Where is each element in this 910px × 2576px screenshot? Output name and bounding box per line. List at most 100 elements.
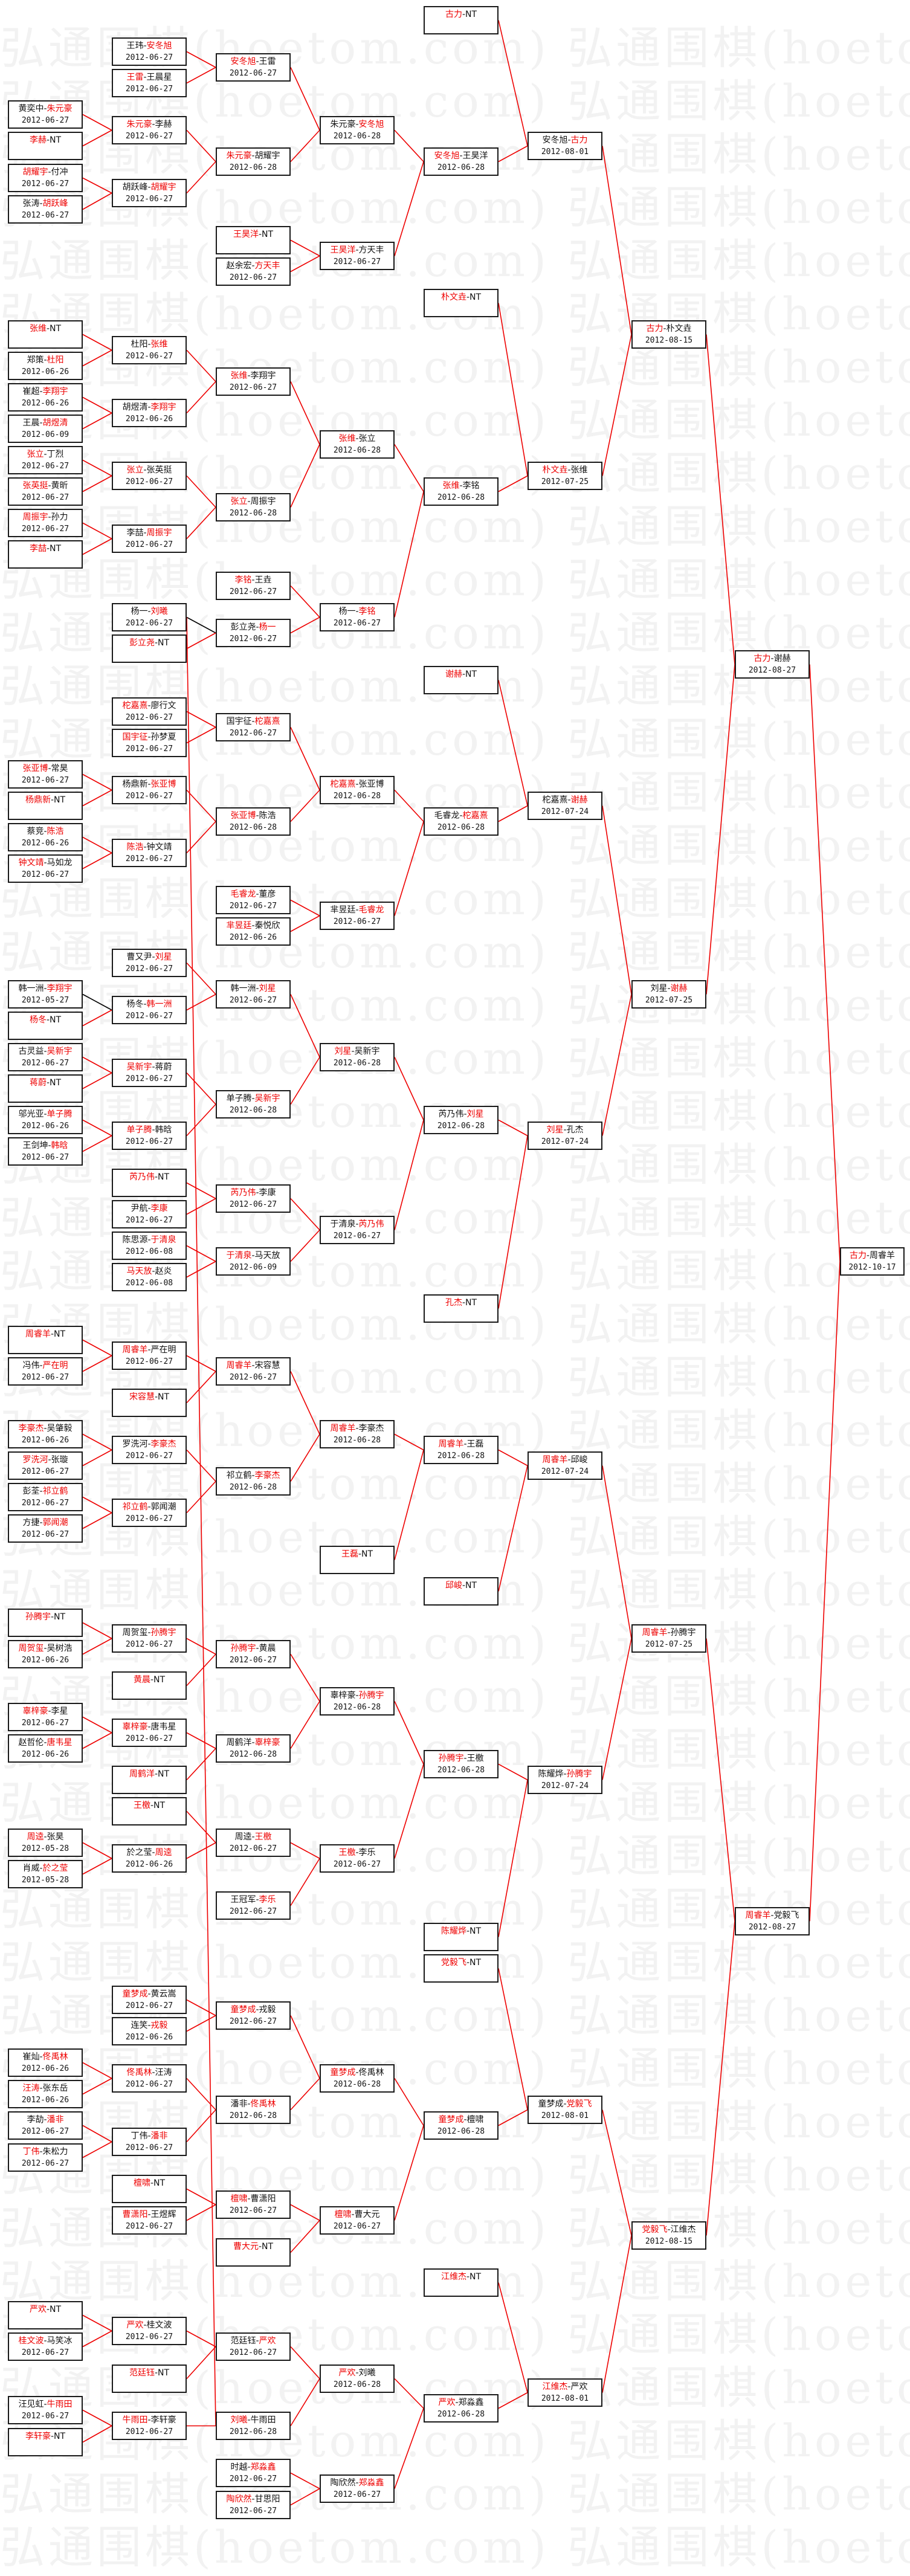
match-box[interactable]: 孔杰-NT <box>424 1294 499 1323</box>
match-box[interactable]: 毛睿龙-董彦 2012-06-27 <box>216 886 291 914</box>
match-box[interactable]: 芮乃伟-NT <box>112 1169 187 1197</box>
match-box[interactable]: 安冬旭-王雷 2012-06-27 <box>216 53 291 82</box>
match-box[interactable]: 周睿羊-孙腾宇 2012-07-25 <box>631 1624 706 1653</box>
match-box[interactable]: 刘星-谢赫 2012-07-25 <box>631 980 706 1009</box>
match-box[interactable]: 朴文垚-张维 2012-07-25 <box>528 462 602 490</box>
match-box[interactable]: 古力-朴文垚 2012-08-15 <box>631 320 706 349</box>
match-box[interactable]: 王雷-王晨星 2012-06-27 <box>112 69 187 97</box>
match-box[interactable]: 李豪杰-吴肇毅 2012-06-26 <box>8 1420 83 1448</box>
match-box[interactable]: 童梦成-戎毅 2012-06-27 <box>216 2001 291 2030</box>
match-box[interactable]: 童梦成-佟禹林 2012-06-28 <box>320 2064 395 2093</box>
match-box[interactable]: 单子腾-吴新宇 2012-06-28 <box>216 1090 291 1119</box>
match-box[interactable]: 范廷钰-严欢 2012-06-27 <box>216 2332 291 2361</box>
match-box[interactable]: 杨冬-韩一洲 2012-06-27 <box>112 996 187 1024</box>
match-box[interactable]: 周贺玺-吴树浩 2012-06-26 <box>8 1640 83 1668</box>
match-box[interactable]: 周睿羊-李豪杰 2012-06-28 <box>320 1420 395 1448</box>
match-box[interactable]: 罗洗河-李豪杰 2012-06-27 <box>112 1436 187 1464</box>
match-box[interactable]: 周鹤洋-辜梓豪 2012-06-28 <box>216 1734 291 1763</box>
match-box[interactable]: 王昊洋-NT <box>216 226 291 254</box>
match-box[interactable]: 韩一洲-刘星 2012-06-27 <box>216 980 291 1009</box>
match-box[interactable]: 牛雨田-李轩豪 2012-06-27 <box>112 2412 187 2440</box>
final-match-box[interactable]: 古力-周睿羊 2012-10-17 <box>840 1247 905 1276</box>
match-box[interactable]: 崔超-李翔宇 2012-06-26 <box>8 383 83 412</box>
match-box[interactable]: 严欢-郑淼鑫 2012-06-28 <box>424 2394 499 2423</box>
match-box[interactable]: 刘曦-牛雨田 2012-06-28 <box>216 2412 291 2440</box>
match-box[interactable]: 陶欣然-郑淼鑫 2012-06-27 <box>320 2474 395 2503</box>
match-box[interactable]: 李喆-周振宇 2012-06-27 <box>112 525 187 553</box>
match-box[interactable]: 祁立鹤-李豪杰 2012-06-28 <box>216 1467 291 1496</box>
match-box[interactable]: 丁伟-朱松力 2012-06-27 <box>8 2143 83 2172</box>
match-box[interactable]: 李劼-潘非 2012-06-27 <box>8 2111 83 2140</box>
match-box[interactable]: 辜梓豪-李星 2012-06-27 <box>8 1703 83 1731</box>
match-box[interactable]: 陈思源-于清泉 2012-06-08 <box>112 1232 187 1260</box>
match-box[interactable]: 丁伟-潘非 2012-06-27 <box>112 2128 187 2156</box>
match-box[interactable]: 黄奕中-朱元豪 2012-06-27 <box>8 100 83 129</box>
match-box[interactable]: 杨冬-NT <box>8 1012 83 1040</box>
match-box[interactable]: 辜梓豪-唐韦星 2012-06-27 <box>112 1719 187 1747</box>
match-box[interactable]: 张维-NT <box>8 320 83 349</box>
match-box[interactable]: 毛睿龙-柁嘉熹 2012-06-28 <box>424 807 499 836</box>
match-box[interactable]: 周睿羊-NT <box>8 1326 83 1354</box>
match-box[interactable]: 陶欣然-甘思阳 2012-06-27 <box>216 2491 291 2519</box>
match-box[interactable]: 彭立尧-NT <box>112 634 187 663</box>
match-box[interactable]: 罗洗河-张璇 2012-06-27 <box>8 1451 83 1480</box>
match-box[interactable]: 王磊-NT <box>320 1546 395 1574</box>
match-box[interactable]: 陈耀烨-NT <box>424 1923 499 1951</box>
match-box[interactable]: 国宇征-孙梦夏 2012-06-27 <box>112 729 187 757</box>
match-box[interactable]: 时越-郑淼鑫 2012-06-27 <box>216 2459 291 2487</box>
match-box[interactable]: 芮乃伟-李康 2012-06-27 <box>216 1184 291 1213</box>
match-box[interactable]: 桂文波-马笑冰 2012-06-27 <box>8 2332 83 2361</box>
match-box[interactable]: 张立-丁烈 2012-06-27 <box>8 446 83 474</box>
match-box[interactable]: 韩一洲-李翔宇 2012-05-27 <box>8 980 83 1009</box>
match-box[interactable]: 崔灿-佟禹林 2012-06-26 <box>8 2048 83 2077</box>
match-box[interactable]: 曹潇阳-王煜辉 2012-06-27 <box>112 2206 187 2235</box>
match-box[interactable]: 古力-NT <box>424 6 499 34</box>
match-box[interactable]: 王檄-李乐 2012-06-27 <box>320 1844 395 1873</box>
match-box[interactable]: 彭立尧-杨一 2012-06-27 <box>216 619 291 647</box>
match-box[interactable]: 李喆-NT <box>8 540 83 569</box>
match-box[interactable]: 王冠军-李乐 2012-06-27 <box>216 1891 291 1920</box>
match-box[interactable]: 芮乃伟-刘星 2012-06-28 <box>424 1106 499 1134</box>
match-box[interactable]: 芈昱廷-毛睿龙 2012-06-27 <box>320 902 395 930</box>
match-box[interactable]: 童梦成-党毅飞 2012-08-01 <box>528 2096 602 2124</box>
match-box[interactable]: 张英挺-黄昕 2012-06-27 <box>8 477 83 506</box>
match-box[interactable]: 杨一-李铭 2012-06-27 <box>320 603 395 631</box>
match-box[interactable]: 杜阳-张维 2012-06-27 <box>112 336 187 364</box>
match-box[interactable]: 周鹤洋-NT <box>112 1766 187 1794</box>
match-box[interactable]: 古力-谢赫 2012-08-27 <box>735 650 810 679</box>
match-box[interactable]: 于清泉-马天放 2012-06-09 <box>216 1247 291 1276</box>
match-box[interactable]: 党毅飞-江维杰 2012-08-15 <box>631 2221 706 2250</box>
match-box[interactable]: 朱元豪-胡耀宇 2012-06-28 <box>216 147 291 176</box>
match-box[interactable]: 严欢-NT <box>8 2301 83 2329</box>
match-box[interactable]: 严欢-桂文波 2012-06-27 <box>112 2317 187 2345</box>
match-box[interactable]: 江维杰-NT <box>424 2268 499 2297</box>
match-box[interactable]: 李赫-NT <box>8 132 83 160</box>
match-box[interactable]: 刘星-孔杰 2012-07-24 <box>528 1122 602 1150</box>
match-box[interactable]: 郑策-杜阳 2012-06-26 <box>8 352 83 380</box>
match-box[interactable]: 朱元豪-安冬旭 2012-06-28 <box>320 116 395 144</box>
match-box[interactable]: 杨一-刘曦 2012-06-27 <box>112 603 187 631</box>
match-box[interactable]: 范廷钰-NT <box>112 2365 187 2393</box>
match-box[interactable]: 蔡竞-陈浩 2012-06-26 <box>8 823 83 851</box>
match-box[interactable]: 黄晨-NT <box>112 1671 187 1700</box>
match-box[interactable]: 冯伟-严在明 2012-06-27 <box>8 1357 83 1386</box>
match-box[interactable]: 童梦成-黄云嵩 2012-06-27 <box>112 1986 187 2014</box>
match-box[interactable]: 宋容慧-NT <box>112 1389 187 1417</box>
match-box[interactable]: 曹又尹-刘星 2012-06-27 <box>112 949 187 977</box>
match-box[interactable]: 周睿羊-王磊 2012-06-28 <box>424 1436 499 1464</box>
match-box[interactable]: 李铭-王垚 2012-06-27 <box>216 572 291 600</box>
match-box[interactable]: 胡煜清-李翔宇 2012-06-26 <box>112 399 187 427</box>
match-box[interactable]: 单子腾-韩晗 2012-06-27 <box>112 1122 187 1150</box>
match-box[interactable]: 钟文靖-马如龙 2012-06-27 <box>8 854 83 883</box>
match-box[interactable]: 周逵-王檄 2012-06-27 <box>216 1829 291 1857</box>
match-box[interactable]: 李轩豪-NT <box>8 2428 83 2456</box>
match-box[interactable]: 安冬旭-古力 2012-08-01 <box>528 132 602 160</box>
match-box[interactable]: 于清泉-芮乃伟 2012-06-27 <box>320 1216 395 1244</box>
match-box[interactable]: 孙腾宇-王檄 2012-06-28 <box>424 1750 499 1778</box>
match-box[interactable]: 蒋蔚-NT <box>8 1074 83 1103</box>
match-box[interactable]: 胡耀宇-付冲 2012-06-27 <box>8 164 83 192</box>
match-box[interactable]: 赵哲伦-唐韦星 2012-06-26 <box>8 1734 83 1763</box>
match-box[interactable]: 檀啸-曹大元 2012-06-27 <box>320 2206 395 2235</box>
match-box[interactable]: 芈昱廷-秦悦欣 2012-06-26 <box>216 917 291 946</box>
match-box[interactable]: 王剑坤-韩晗 2012-06-27 <box>8 1137 83 1166</box>
